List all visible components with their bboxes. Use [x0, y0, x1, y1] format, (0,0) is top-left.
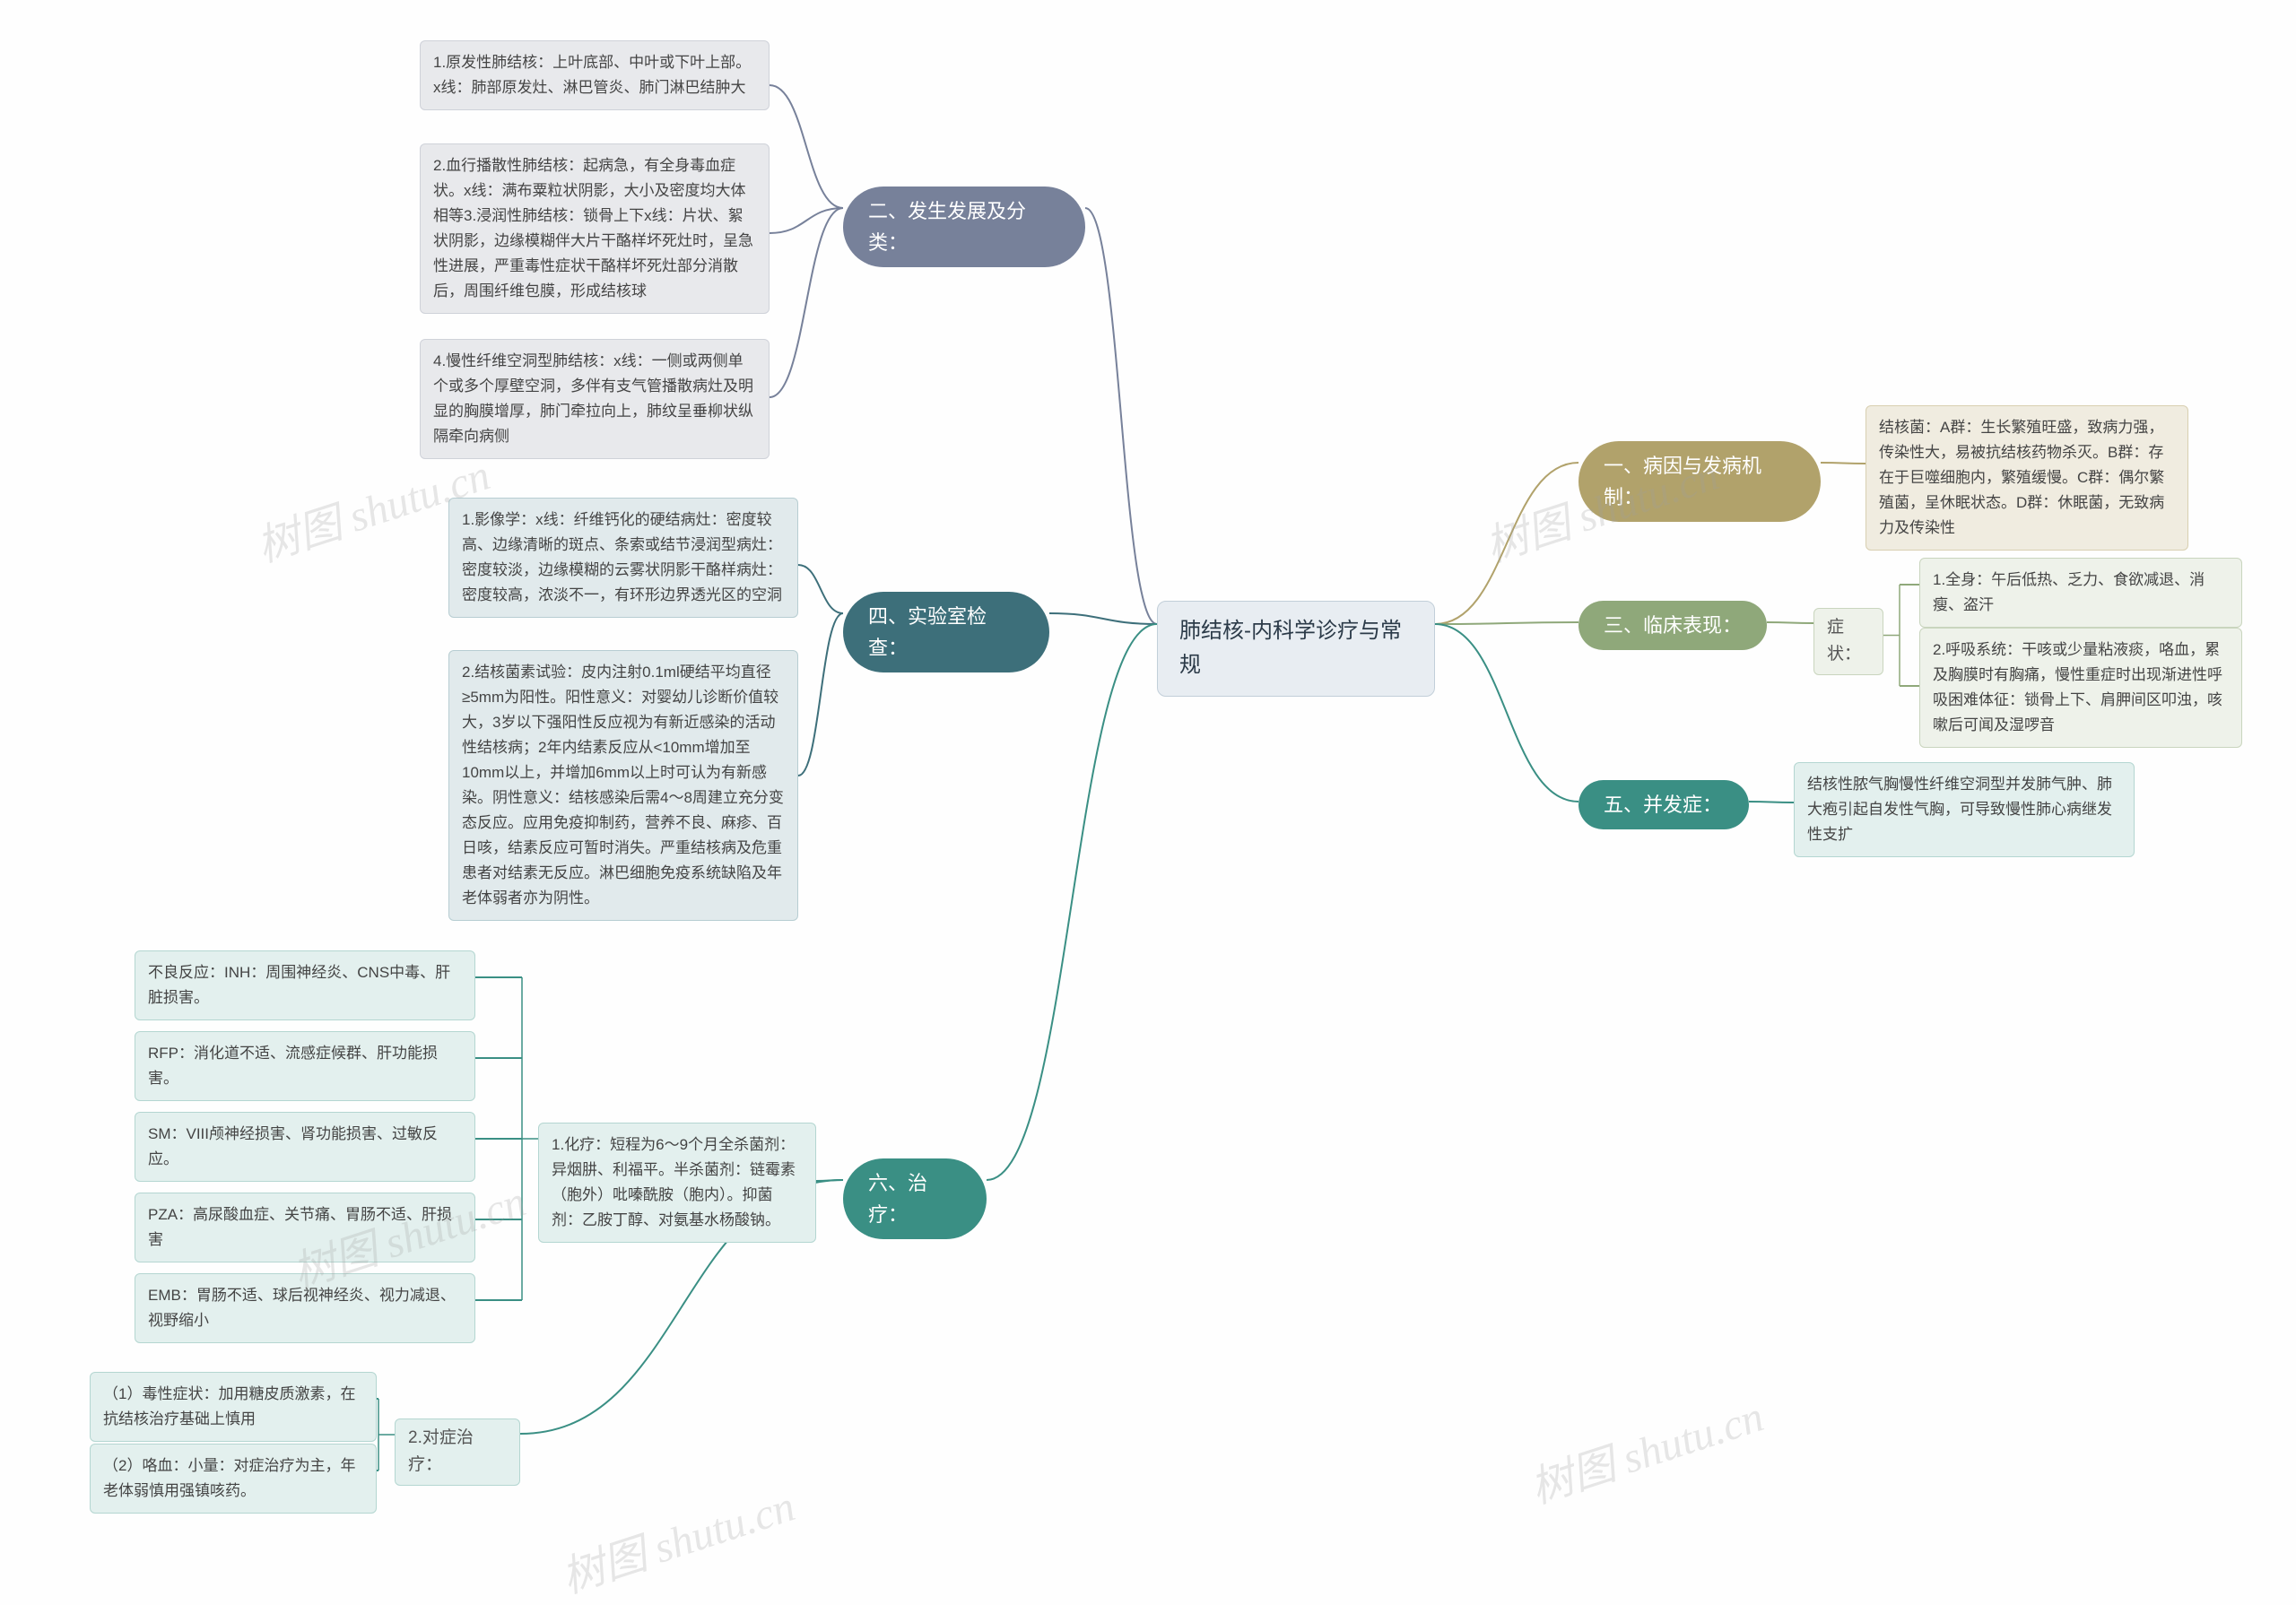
- b6s1l3: SM：VIII颅神经损害、肾功能损害、过敏反应。: [135, 1112, 475, 1182]
- b4: 四、实验室检查：: [843, 592, 1049, 672]
- b6s1l4: PZA：高尿酸血症、关节痛、胃肠不适、肝损害: [135, 1193, 475, 1262]
- b6s2: 2.对症治疗：: [395, 1418, 520, 1486]
- b6s1l2: RFP：消化道不适、流感症候群、肝功能损害。: [135, 1031, 475, 1101]
- b2: 二、发生发展及分类：: [843, 187, 1085, 267]
- b6: 六、治疗：: [843, 1158, 987, 1239]
- b3: 三、临床表现：: [1578, 601, 1767, 650]
- b2l2: 2.血行播散性肺结核：起病急，有全身毒血症状。x线：满布粟粒状阴影，大小及密度均…: [420, 143, 770, 314]
- b3s1: 症状：: [1813, 608, 1883, 675]
- b6s1l5: EMB：胃肠不适、球后视神经炎、视力减退、视野缩小: [135, 1273, 475, 1343]
- watermark: 树图 shutu.cn: [1521, 1381, 1770, 1515]
- b3s1l2: 2.呼吸系统：干咳或少量粘液痰，咯血，累及胸膜时有胸痛，慢性重症时出现渐进性呼吸…: [1919, 628, 2242, 748]
- b6s2l2: （2）咯血：小量：对症治疗为主，年老体弱慎用强镇咳药。: [90, 1444, 377, 1514]
- b6s1: 1.化疗：短程为6～9个月全杀菌剂：异烟肼、利福平。半杀菌剂：链霉素（胞外）吡嗪…: [538, 1123, 816, 1243]
- b1l1: 结核菌：A群：生长繁殖旺盛，致病力强，传染性大，易被抗结核药物杀灭。B群：存在于…: [1866, 405, 2188, 551]
- b6s2l1: （1）毒性症状：加用糖皮质激素，在抗结核治疗基础上慎用: [90, 1372, 377, 1442]
- b2l3: 4.慢性纤维空洞型肺结核：x线：一侧或两侧单个或多个厚壁空洞，多伴有支气管播散病…: [420, 339, 770, 459]
- b4l2: 2.结核菌素试验：皮内注射0.1ml硬结平均直径≥5mm为阳性。阳性意义：对婴幼…: [448, 650, 798, 921]
- b4l1: 1.影像学：x线：纤维钙化的硬结病灶：密度较高、边缘清晰的斑点、条索或结节浸润型…: [448, 498, 798, 618]
- watermark: 树图 shutu.cn: [552, 1471, 802, 1605]
- b5: 五、并发症：: [1578, 780, 1749, 829]
- root: 肺结核-内科学诊疗与常规: [1157, 601, 1435, 697]
- b1: 一、病因与发病机制：: [1578, 441, 1821, 522]
- b5l1: 结核性脓气胸慢性纤维空洞型并发肺气肿、肺大疱引起自发性气胸，可导致慢性肺心病继发…: [1794, 762, 2135, 857]
- b2l1: 1.原发性肺结核：上叶底部、中叶或下叶上部。x线：肺部原发灶、淋巴管炎、肺门淋巴…: [420, 40, 770, 110]
- b6s1l1: 不良反应：INH：周围神经炎、CNS中毒、肝脏损害。: [135, 950, 475, 1020]
- b3s1l1: 1.全身：午后低热、乏力、食欲减退、消瘦、盗汗: [1919, 558, 2242, 628]
